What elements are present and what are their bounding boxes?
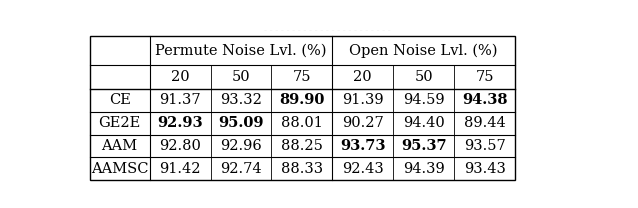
Text: 89.44: 89.44 <box>464 116 505 130</box>
Text: 95.09: 95.09 <box>218 116 263 130</box>
Text: 20: 20 <box>353 70 372 84</box>
Text: 88.33: 88.33 <box>281 162 323 176</box>
Text: 92.96: 92.96 <box>220 139 262 153</box>
Text: 92.93: 92.93 <box>157 116 203 130</box>
Text: 50: 50 <box>232 70 250 84</box>
Text: 90.27: 90.27 <box>342 116 383 130</box>
Text: 93.43: 93.43 <box>464 162 505 176</box>
Text: 92.80: 92.80 <box>159 139 201 153</box>
Text: Open Noise Lvl. (%): Open Noise Lvl. (%) <box>350 43 498 58</box>
Text: 92.43: 92.43 <box>342 162 383 176</box>
Text: 50: 50 <box>414 70 433 84</box>
Text: 89.90: 89.90 <box>279 93 325 107</box>
Text: AAMSC: AAMSC <box>91 162 149 176</box>
Text: 93.73: 93.73 <box>340 139 385 153</box>
Text: CE: CE <box>108 93 131 107</box>
Text: 94.39: 94.39 <box>403 162 445 176</box>
Text: Permute Noise Lvl. (%): Permute Noise Lvl. (%) <box>155 44 327 58</box>
Text: 94.38: 94.38 <box>462 93 507 107</box>
Text: 94.40: 94.40 <box>403 116 445 130</box>
Text: 91.37: 91.37 <box>160 93 201 107</box>
Text: GE2E: GE2E <box>98 116 141 130</box>
Text: 75: 75 <box>475 70 494 84</box>
Text: 75: 75 <box>293 70 311 84</box>
Text: 20: 20 <box>171 70 189 84</box>
Text: 88.01: 88.01 <box>281 116 323 130</box>
Text: 94.59: 94.59 <box>403 93 445 107</box>
Text: - - - - - - - - - - - - - - - - - - - - - - -: - - - - - - - - - - - - - - - - - - - - … <box>263 26 390 35</box>
Text: 91.39: 91.39 <box>342 93 383 107</box>
Text: 92.74: 92.74 <box>220 162 262 176</box>
Text: 88.25: 88.25 <box>281 139 323 153</box>
Text: 91.42: 91.42 <box>160 162 201 176</box>
Text: 93.32: 93.32 <box>220 93 262 107</box>
Text: AAM: AAM <box>101 139 138 153</box>
Text: 95.37: 95.37 <box>401 139 447 153</box>
Text: 93.57: 93.57 <box>464 139 505 153</box>
